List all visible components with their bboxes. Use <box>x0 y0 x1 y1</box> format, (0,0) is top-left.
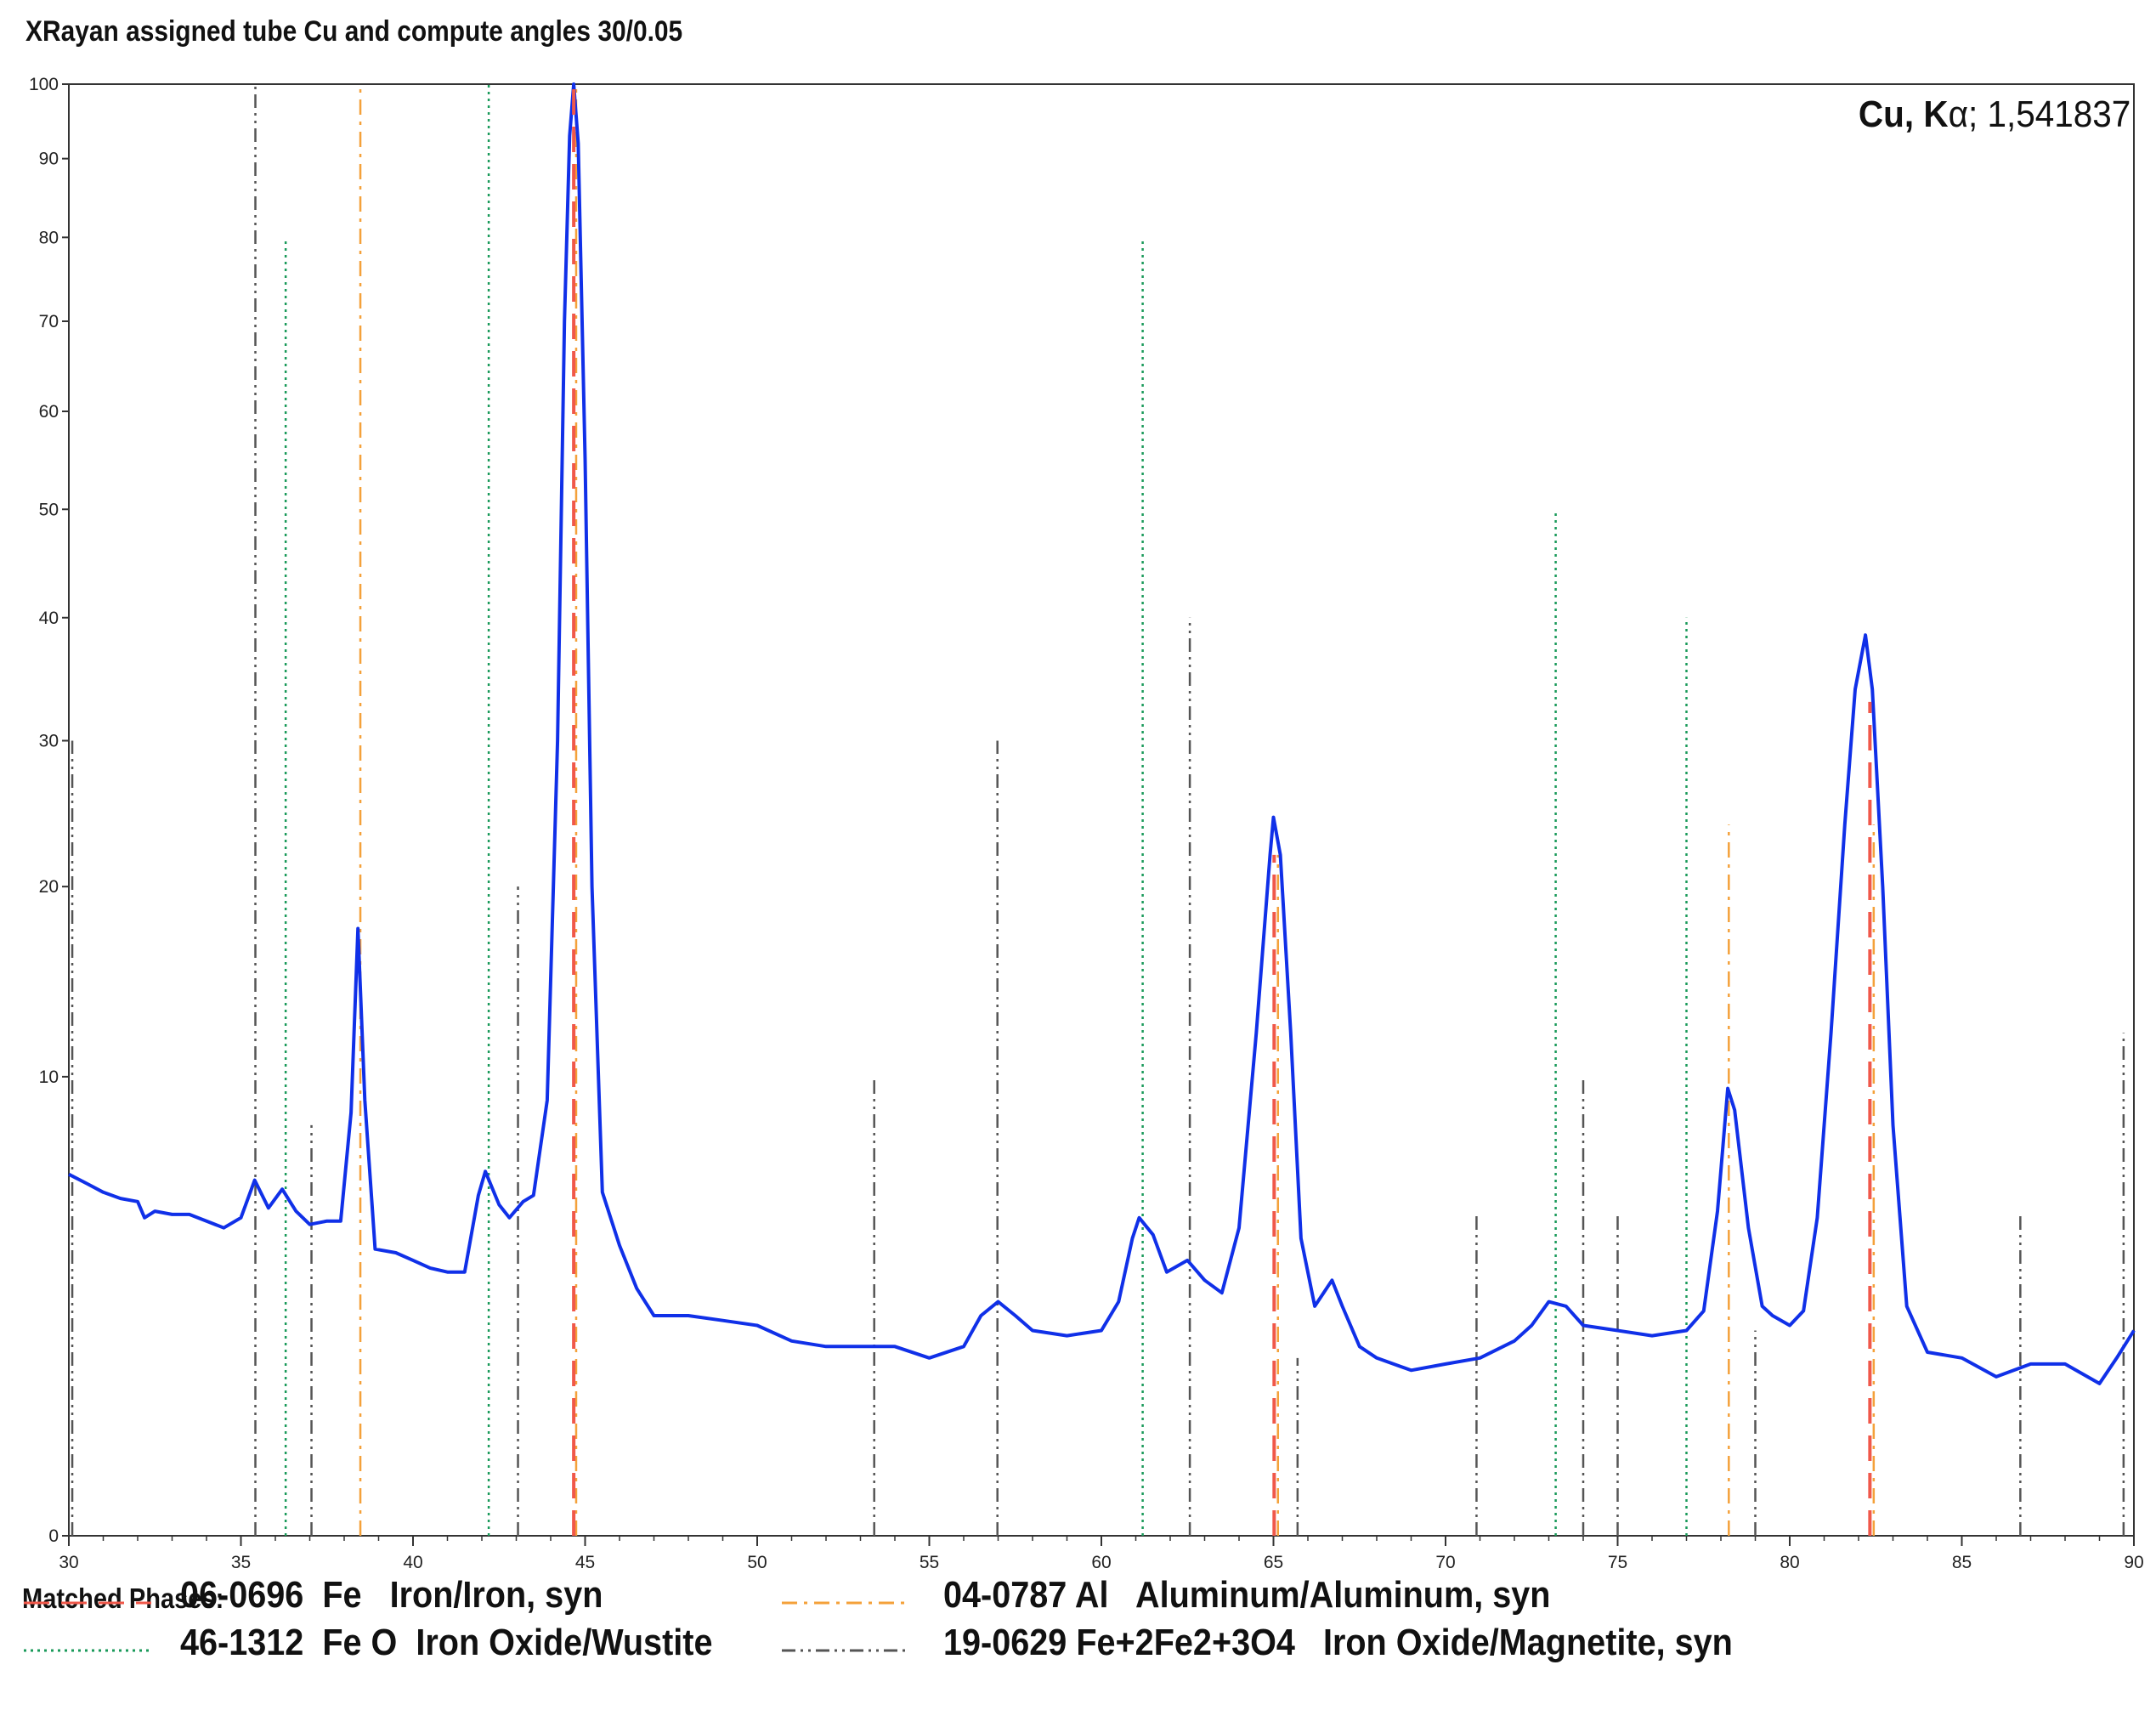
x-tick-label-30: 30 <box>59 1553 78 1572</box>
legend-item-fe: 06-0696 Fe Iron/Iron, syn <box>180 1574 603 1616</box>
x-tick-label-40: 40 <box>403 1553 422 1572</box>
y-tick-label-40: 40 <box>39 609 59 628</box>
legend-item-al: 04-0787 Al Aluminum/Aluminum, syn <box>943 1574 1551 1616</box>
xrd-pattern-line <box>68 82 2136 1385</box>
x-tick-label-70: 70 <box>1435 1553 1455 1572</box>
x-tick-label-80: 80 <box>1780 1553 1799 1572</box>
x-tick-label-45: 45 <box>575 1553 595 1572</box>
legend-heading: Matched Phases: <box>22 1583 224 1614</box>
x-tick-label-65: 65 <box>1264 1553 1283 1572</box>
x-tick-label-50: 50 <box>747 1553 767 1572</box>
y-tick-label-60: 60 <box>39 402 59 422</box>
y-tick-label-20: 20 <box>39 877 59 897</box>
legend-swatch-fe <box>24 1601 151 1605</box>
legend-swatch-magnetite <box>782 1649 909 1652</box>
y-tick-label-0: 0 <box>48 1526 59 1546</box>
y-tick-label-30: 30 <box>39 731 59 750</box>
legend-swatch-al <box>782 1601 909 1605</box>
plot-frame <box>68 83 2135 1537</box>
wavelength-value: ; 1,541837 <box>1967 93 2131 135</box>
wavelength-greek: α <box>1948 93 1968 135</box>
y-tick-label-10: 10 <box>39 1067 59 1087</box>
series-layer <box>68 82 2136 1536</box>
y-axis: 0 10 20 30 40 50 60 70 80 90 100 <box>29 75 69 1546</box>
x-tick-label-85: 85 <box>1952 1553 1972 1572</box>
legend-item-magnetite: 19-0629 Fe+2Fe2+3O4 Iron Oxide/Magnetite… <box>943 1622 1733 1663</box>
x-tick-label-35: 35 <box>231 1553 251 1572</box>
wavelength-label: Cu, Kα; 1,541837 <box>1859 93 2131 136</box>
y-tick-label-90: 90 <box>39 150 59 169</box>
x-tick-label-90: 90 <box>2124 1553 2143 1572</box>
chart-title: XRayan assigned tube Cu and compute angl… <box>25 15 683 48</box>
x-tick-label-60: 60 <box>1091 1553 1111 1572</box>
wavelength-bold: Cu, K <box>1858 93 1949 135</box>
reference-lines <box>71 84 2125 1536</box>
y-tick-label-70: 70 <box>39 312 59 331</box>
y-tick-label-80: 80 <box>39 228 59 247</box>
legend-swatch-feo <box>24 1649 151 1652</box>
y-tick-label-100: 100 <box>29 75 59 94</box>
x-tick-label-75: 75 <box>1608 1553 1627 1572</box>
y-tick-label-50: 50 <box>39 500 59 519</box>
x-tick-label-55: 55 <box>920 1553 939 1572</box>
x-axis: 30 35 40 45 50 55 60 65 70 75 80 85 90 <box>59 1536 2144 1572</box>
legend-item-feo: 46-1312 Fe O Iron Oxide/Wustite <box>180 1622 713 1663</box>
